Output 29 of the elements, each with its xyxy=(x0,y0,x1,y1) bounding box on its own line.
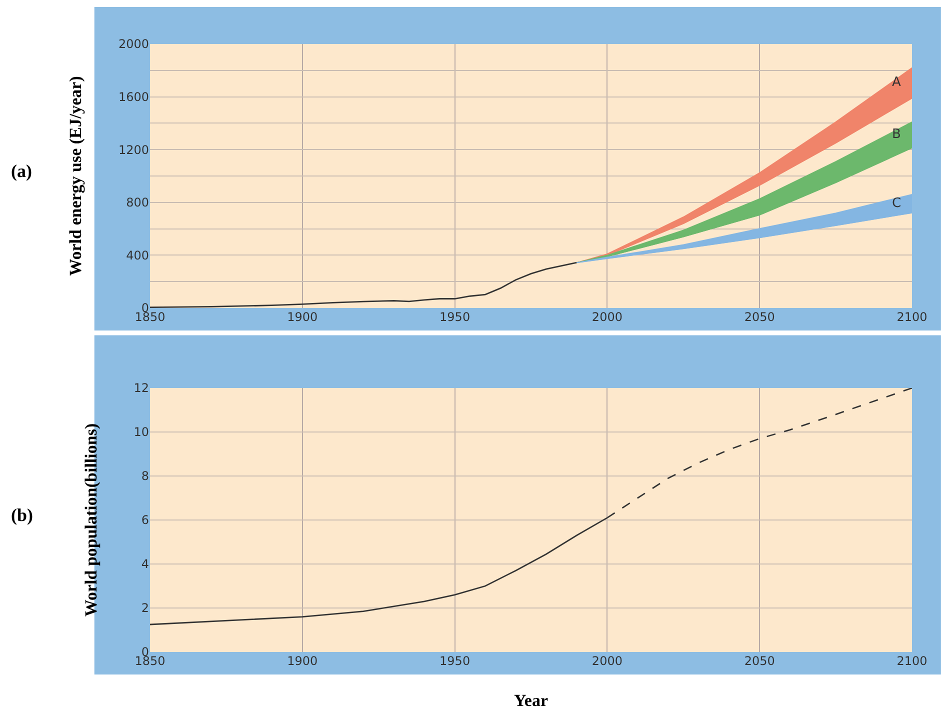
y-tick-label: 2 xyxy=(141,601,149,616)
y-tick-label: 6 xyxy=(141,513,149,528)
y-axis-title: World energy use (EJ/year) xyxy=(66,76,86,276)
x-tick-label: 1900 xyxy=(287,310,318,324)
y-tick-label: 400 xyxy=(126,248,149,262)
x-tick-label: 2000 xyxy=(592,654,622,668)
y-tick-label: 8 xyxy=(141,469,149,484)
series-label: C xyxy=(892,196,902,211)
y-tick-label: 2000 xyxy=(118,37,149,52)
series-label: A xyxy=(892,75,901,90)
x-axis-title: Year xyxy=(514,691,548,710)
text: (a) xyxy=(11,161,32,181)
x-tick-label: 2100 xyxy=(896,654,928,668)
y-tick-label: 800 xyxy=(126,196,149,210)
y-axis-title: World population(billions) xyxy=(81,423,100,617)
x-tick-label: 2100 xyxy=(896,310,928,324)
y-tick-label: 1600 xyxy=(118,90,149,104)
series-label: B xyxy=(892,127,901,142)
y-tick-label: 4 xyxy=(141,557,149,572)
x-tick-label: 1950 xyxy=(440,310,470,324)
y-tick-label: 10 xyxy=(134,425,149,440)
x-tick-label: 2050 xyxy=(744,654,775,668)
x-tick-label: 1950 xyxy=(440,654,470,668)
x-tick-label: 2050 xyxy=(744,310,775,324)
x-tick-label: 2000 xyxy=(592,310,622,324)
text: (b) xyxy=(11,505,34,525)
y-tick-label: 12 xyxy=(134,381,149,396)
x-tick-label: 1900 xyxy=(287,654,318,668)
y-tick-label: 1200 xyxy=(118,142,149,157)
